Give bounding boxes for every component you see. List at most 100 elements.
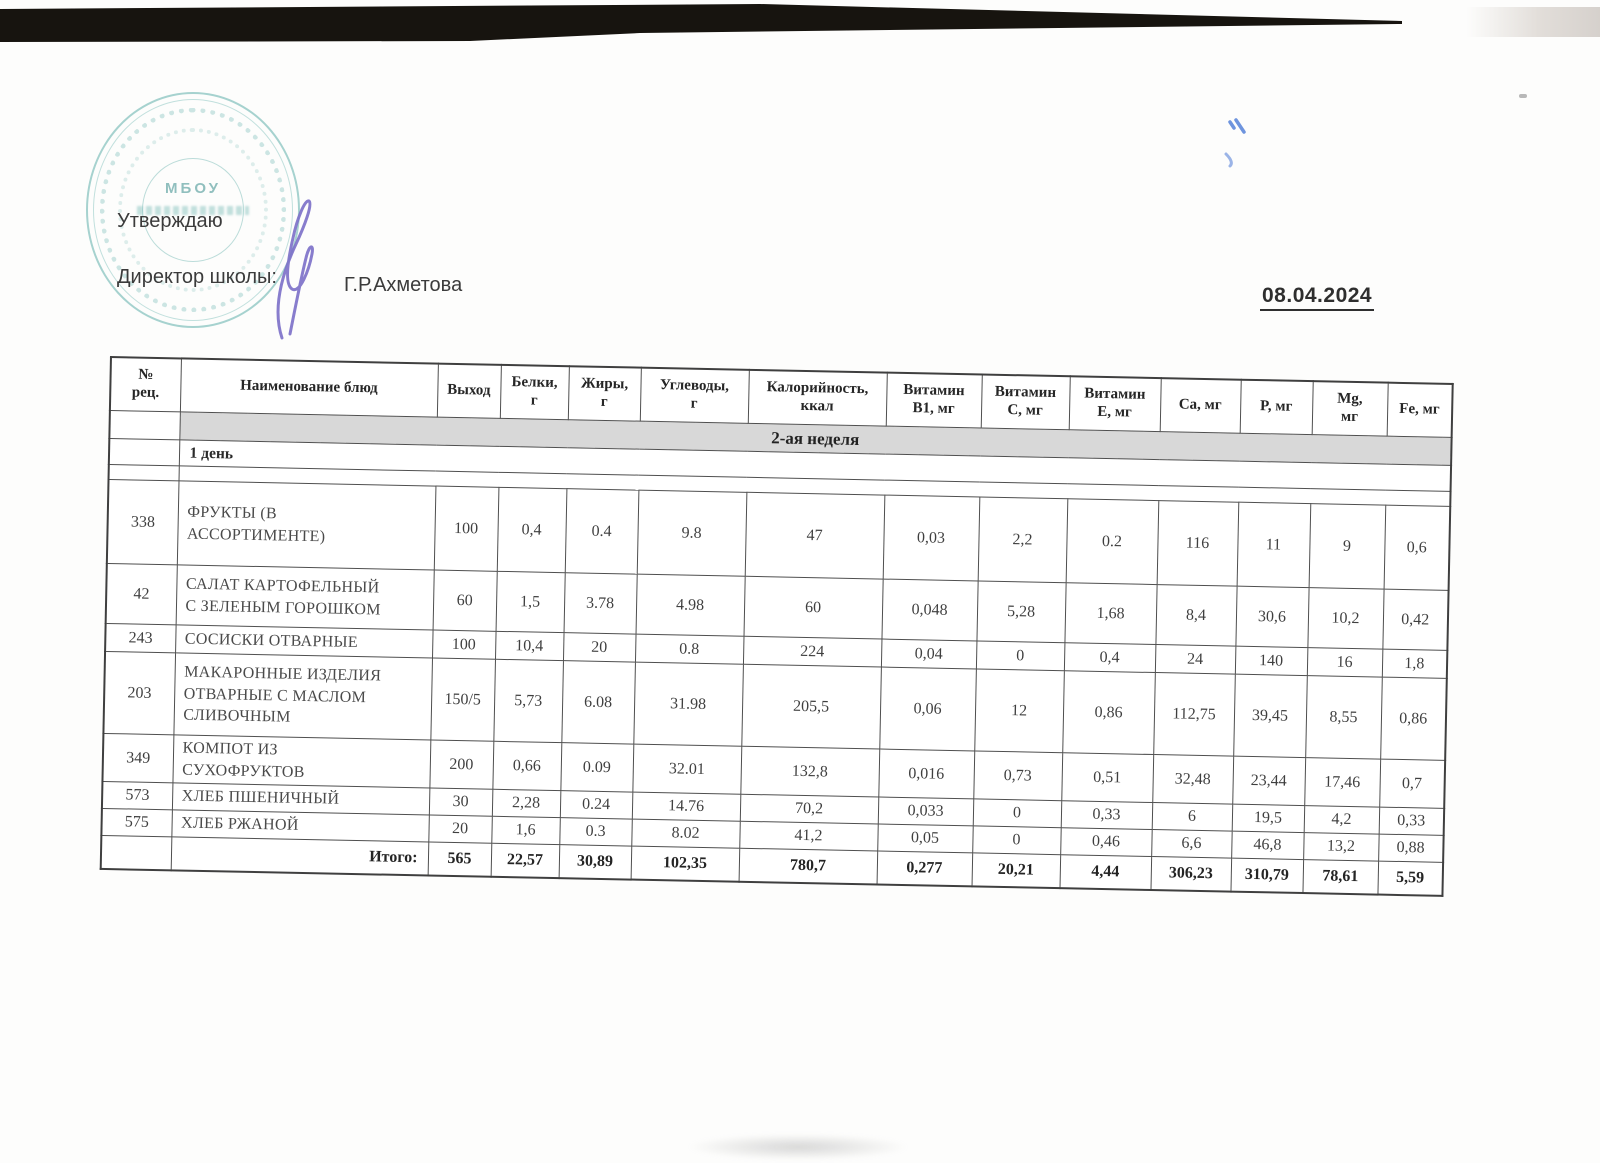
- nutrition-value: 3.78: [563, 572, 637, 635]
- stamp-center-text: МБОУ: [165, 180, 221, 197]
- nutrition-value: 112,75: [1153, 672, 1235, 757]
- nutrition-value: 8,55: [1305, 675, 1382, 760]
- nutrition-value: 0,51: [1061, 752, 1154, 803]
- nutrition-value: 32,48: [1152, 754, 1234, 805]
- scan-speck: [1519, 94, 1527, 98]
- column-header: Mg, мг: [1311, 381, 1388, 437]
- total-value: 78,61: [1302, 859, 1379, 895]
- nutrition-value: 39,45: [1233, 674, 1307, 758]
- nutrition-value: 0,6: [1383, 505, 1451, 591]
- nutrition-value: 150/5: [430, 658, 495, 742]
- column-header: Калорийность, ккал: [747, 369, 887, 427]
- nutrition-value: 19,5: [1231, 804, 1305, 833]
- nutrition-value: 12: [974, 668, 1064, 753]
- column-header: Наименование блюд: [179, 358, 438, 418]
- column-header: P, мг: [1239, 379, 1313, 435]
- total-value: 20,21: [971, 853, 1061, 888]
- nutrition-value: 9.8: [636, 490, 747, 577]
- nutrition-value: 100: [433, 486, 499, 572]
- scan-edge-artifact: [0, 4, 1402, 42]
- nutrition-value: 0,06: [879, 667, 976, 751]
- nutrition-value: 4,2: [1303, 805, 1380, 835]
- table-body: 2-ая неделя 1 день 338 ФРУКТЫ (В АССОРТИМЕН…: [100, 410, 1452, 896]
- column-header: Fe, мг: [1386, 382, 1453, 438]
- total-value: 5,59: [1377, 861, 1444, 896]
- scan-smudge: [688, 1134, 908, 1160]
- nutrition-value: 10,4: [494, 631, 564, 661]
- stamp-outer-ring: [86, 92, 300, 328]
- dish-name: КОМПОТ ИЗ СУХОФРУКТОВ: [172, 734, 431, 789]
- ink-marks: [1224, 118, 1246, 168]
- stamp-curved-text: [118, 128, 268, 292]
- nutrition-value: 30: [428, 788, 493, 817]
- nutrition-value: 20: [428, 815, 492, 844]
- nutrition-value: 0,33: [1060, 800, 1153, 830]
- nutrition-value: 16: [1306, 647, 1383, 678]
- stamp-inner-ring: [142, 158, 244, 262]
- nutrition-value: 0,46: [1060, 827, 1152, 857]
- nutrition-value: 0,42: [1382, 589, 1449, 651]
- recipe-number: 42: [105, 563, 177, 625]
- nutrition-value: 0: [972, 826, 1061, 855]
- nutrition-value: 6.08: [561, 660, 635, 745]
- nutrition-value: 0,048: [881, 579, 978, 641]
- director-label: Директор школы:: [117, 266, 277, 288]
- approve-label: Утверждаю: [117, 210, 223, 232]
- total-value: 780,7: [738, 848, 878, 885]
- nutrition-value: 0: [975, 640, 1065, 671]
- nutrition-value: 0.4: [564, 488, 639, 575]
- nutrition-value: 0,016: [878, 749, 975, 800]
- nutrition-value: 0,4: [1063, 642, 1156, 673]
- column-header: Витамин B1, мг: [885, 372, 982, 428]
- empty-cell: [108, 438, 180, 466]
- nutrition-value: 1,68: [1064, 582, 1157, 645]
- nutrition-value: 0,33: [1378, 807, 1445, 836]
- nutrition-value: 9: [1308, 503, 1386, 590]
- column-header: Выход: [436, 363, 501, 419]
- nutrition-value: 10,2: [1307, 587, 1384, 650]
- nutrition-table: № рец. Наименование блюд Выход Белки, г Жиры…: [99, 356, 1454, 897]
- nutrition-value: 31.98: [633, 662, 743, 747]
- column-header: № рец.: [109, 357, 181, 412]
- stamp-illegible-text: [137, 206, 249, 215]
- nutrition-value: 0,86: [1380, 677, 1447, 761]
- scan-corner-shadow: [1466, 7, 1600, 37]
- nutrition-value: 224: [742, 636, 882, 668]
- recipe-number: 243: [105, 623, 176, 653]
- nutrition-value: 0,7: [1379, 759, 1446, 809]
- nutrition-value: 0,05: [877, 824, 973, 854]
- nutrition-value: 1,8: [1381, 649, 1448, 679]
- total-value: 4,44: [1059, 854, 1152, 890]
- nutrition-value: 20: [562, 632, 636, 663]
- nutrition-value: 2,28: [491, 789, 561, 818]
- nutrition-value: 30,6: [1235, 586, 1309, 648]
- nutrition-value: 6: [1151, 802, 1233, 832]
- nutrition-value: 0,66: [492, 741, 562, 791]
- total-value: 565: [427, 842, 492, 877]
- nutrition-value: 100: [432, 630, 496, 660]
- empty-cell: [108, 464, 179, 481]
- nutrition-value: 8.02: [631, 819, 740, 849]
- approval-date: 08.04.2024: [1260, 284, 1375, 311]
- recipe-number: 338: [106, 479, 179, 565]
- column-header: Белки, г: [499, 364, 569, 420]
- nutrition-value: 70,2: [739, 794, 879, 825]
- dish-name: ФРУКТЫ (В АССОРТИМЕНТЕ): [176, 480, 436, 571]
- director-name: Г.Р.Ахметова: [344, 274, 463, 296]
- total-value: 0,277: [876, 851, 973, 887]
- nutrition-value: 60: [743, 576, 883, 640]
- dish-name: МАКАРОННЫЕ ИЗДЕЛИЯ ОТВАРНЫЕ С МАСЛОМ СЛИ…: [173, 652, 433, 741]
- nutrition-value: 205,5: [741, 664, 881, 750]
- nutrition-value: 0,88: [1378, 834, 1444, 863]
- dish-name: САЛАТ КАРТОФЕЛЬНЫЙ С ЗЕЛЕНЫМ ГОРОШКОМ: [175, 564, 434, 631]
- total-value: 102,35: [630, 846, 740, 882]
- nutrition-value: 47: [744, 492, 885, 580]
- column-header: Ca, мг: [1159, 378, 1241, 434]
- nutrition-value: 200: [429, 740, 494, 790]
- stamp-second-ring: [93, 99, 293, 321]
- nutrition-value: 0,04: [880, 639, 977, 669]
- total-value: 310,79: [1230, 858, 1304, 893]
- nutrition-value: 8,4: [1155, 584, 1237, 647]
- total-label: Итого:: [170, 837, 429, 876]
- nutrition-value: 11: [1236, 502, 1311, 588]
